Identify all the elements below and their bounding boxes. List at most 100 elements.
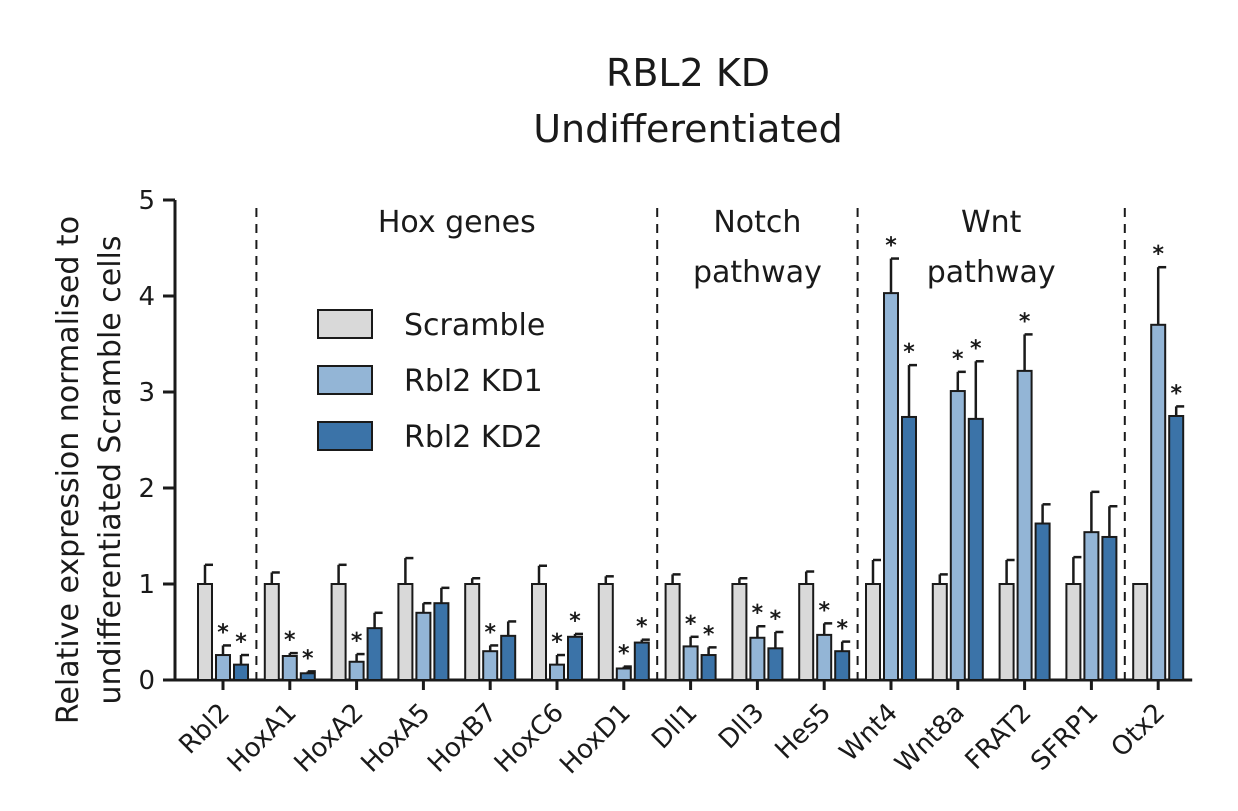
- significance-marker: *: [551, 630, 563, 655]
- plot-area: 0 1 2 3 4 5 Rbl2HoxA1HoxA2HoxA5HoxB7HoxC6HoxD1…: [138, 186, 1193, 780]
- x-tick-label: HoxD1: [554, 698, 636, 780]
- bar: [348, 660, 365, 682]
- bar: [798, 583, 815, 681]
- bar: [549, 663, 565, 682]
- significance-marker: *: [836, 617, 848, 642]
- group-label: Hox genes: [378, 205, 536, 240]
- y-axis-label-line-1: Relative expression normalised to: [51, 216, 86, 724]
- significance-marker: *: [1170, 381, 1182, 406]
- bar: [1034, 522, 1051, 682]
- group-label: Notch: [713, 205, 801, 240]
- x-tick-label: FRAT2: [960, 698, 1038, 776]
- bar: [998, 583, 1015, 681]
- x-tick-label: Rbl2: [173, 698, 235, 760]
- bar: [1083, 531, 1100, 681]
- bar: [531, 583, 547, 681]
- bar: [464, 583, 481, 681]
- significance-marker: *: [885, 234, 897, 259]
- y-tick-label: 2: [138, 474, 155, 504]
- x-tick-label: HoxA1: [222, 698, 303, 779]
- bar: [366, 627, 383, 681]
- y-axis-label-line-2: undifferentiated Scramble cells: [93, 235, 128, 704]
- x-tick-label: HoxA2: [289, 698, 370, 779]
- bar: [615, 667, 632, 681]
- legend-label: Scramble: [404, 308, 545, 343]
- x-tick-label: HoxB7: [422, 698, 503, 779]
- bar: [500, 634, 517, 682]
- x-tick-label: Dll3: [713, 698, 770, 755]
- y-tick-label: 5: [138, 186, 155, 216]
- significance-marker: *: [703, 622, 715, 647]
- y-axis-label: Relative expression normalised to undiff…: [51, 216, 128, 724]
- bar: [816, 633, 833, 682]
- bar: [197, 583, 213, 681]
- significance-marker: *: [903, 340, 915, 365]
- significance-marker: *: [818, 598, 830, 623]
- significance-marker: *: [752, 601, 764, 626]
- y-tick-label: 1: [138, 570, 155, 600]
- significance-marker: *: [284, 628, 296, 653]
- group-label: pathway: [693, 255, 822, 290]
- legend-label: Rbl2 KD1: [404, 364, 543, 399]
- bar: [682, 645, 699, 682]
- bar: [233, 663, 249, 682]
- bar: [482, 650, 499, 682]
- significance-marker: *: [235, 630, 247, 655]
- significance-marker: *: [970, 336, 982, 361]
- bar: [883, 292, 899, 681]
- bar: [281, 655, 298, 681]
- bar: [215, 654, 231, 681]
- significance-marker: *: [770, 607, 782, 632]
- x-tick-label: HoxC6: [489, 698, 570, 779]
- significance-marker: *: [952, 347, 964, 372]
- bar: [299, 672, 316, 682]
- bar: [1101, 535, 1118, 682]
- significance-marker: *: [1019, 309, 1031, 334]
- bar: [931, 583, 948, 681]
- significance-marker: *: [302, 646, 314, 671]
- bar: [664, 583, 681, 681]
- significance-marker: *: [685, 612, 697, 637]
- bar: [767, 647, 784, 682]
- bar: [700, 654, 717, 681]
- bar: [633, 641, 650, 681]
- significance-marker: *: [217, 620, 229, 645]
- y-tick-label: 4: [138, 282, 155, 312]
- legend-swatch: [317, 309, 373, 339]
- bar: [967, 417, 984, 681]
- significance-marker: *: [636, 615, 648, 640]
- x-tick-label: Dll1: [646, 698, 703, 755]
- bar: [1065, 583, 1082, 681]
- x-tick-label: HoxA5: [355, 698, 436, 779]
- group-label: Wnt: [961, 205, 1022, 240]
- y-tick-label: 3: [138, 378, 155, 408]
- significance-marker: *: [484, 620, 496, 645]
- legend-label: Rbl2 KD2: [404, 420, 543, 455]
- bar: [330, 583, 347, 681]
- bar: [567, 635, 583, 681]
- group-label: pathway: [927, 255, 1056, 290]
- bar: [1016, 369, 1033, 681]
- bar: [1168, 415, 1185, 681]
- x-tick-label: Wnt8a: [890, 698, 971, 779]
- legend-swatch: [317, 421, 373, 451]
- x-tick-label: Otx2: [1106, 698, 1171, 763]
- bar: [949, 390, 966, 681]
- chart-title-line-2: Undifferentiated: [533, 107, 843, 151]
- bar: [749, 636, 766, 682]
- x-tick-label: SFRP1: [1025, 698, 1104, 777]
- bar: [397, 583, 414, 681]
- chart-title-line-1: RBL2 KD: [606, 51, 770, 95]
- bar: [415, 611, 432, 681]
- x-tick-label: Hes5: [770, 698, 838, 766]
- bar: [1132, 583, 1149, 681]
- significance-marker: *: [569, 609, 581, 634]
- bar: [433, 602, 450, 682]
- bar: [901, 415, 917, 681]
- significance-marker: *: [618, 642, 630, 667]
- significance-marker: *: [351, 629, 363, 654]
- y-tick-label: 0: [138, 666, 155, 696]
- bar: [263, 583, 280, 681]
- bar: [1150, 323, 1167, 681]
